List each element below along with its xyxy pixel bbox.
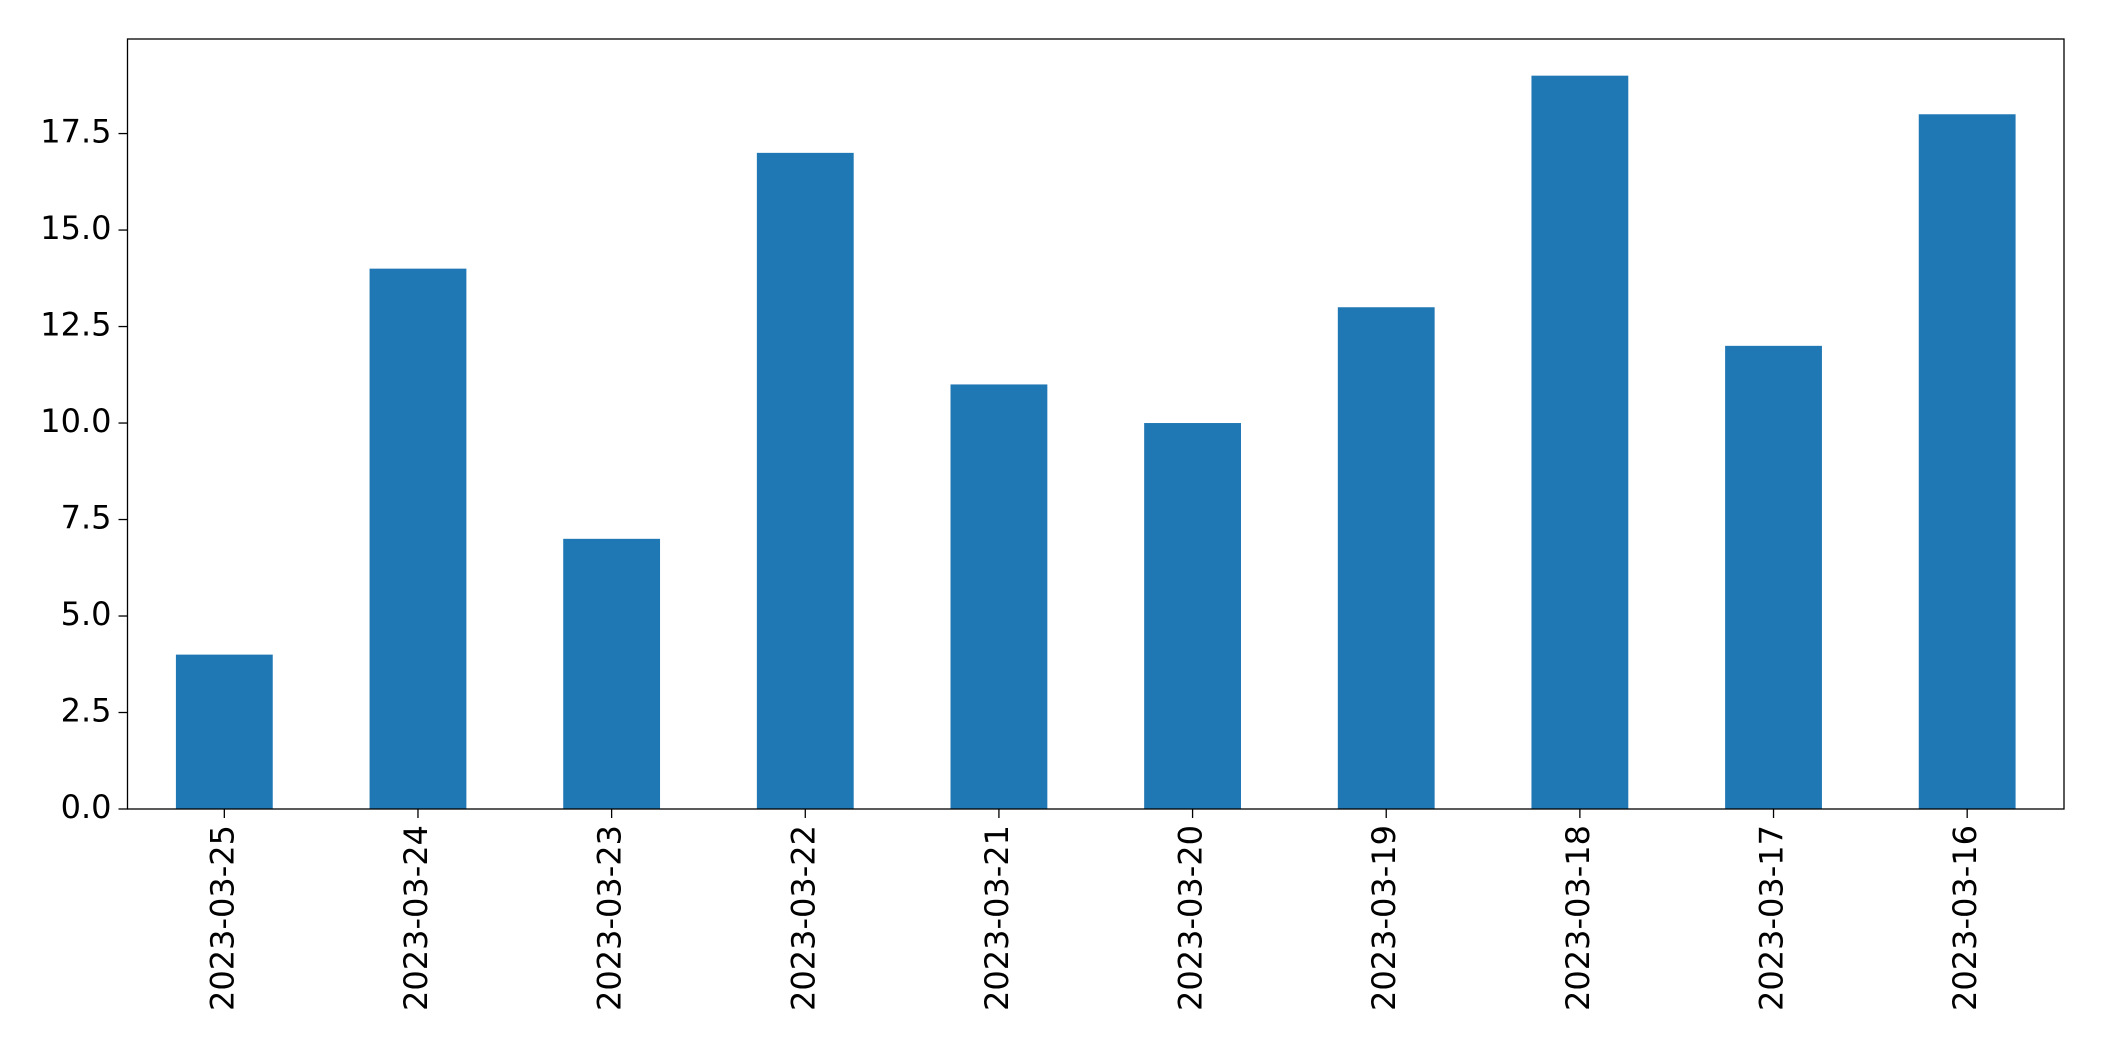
bar (1725, 345, 1822, 809)
y-tick-label: 2.5 (61, 692, 112, 730)
x-tick-label: 2023-03-17 (1753, 825, 1791, 1011)
y-tick-label: 10.0 (40, 402, 111, 440)
x-tick-label: 2023-03-18 (1559, 825, 1597, 1011)
y-tick-label: 15.0 (40, 209, 111, 247)
bar (369, 268, 467, 809)
bar (1918, 114, 2016, 809)
x-tick-label: 2023-03-16 (1946, 825, 1984, 1011)
x-tick-label: 2023-03-24 (397, 825, 435, 1011)
y-tick-label: 7.5 (61, 499, 112, 537)
y-tick-label: 5.0 (61, 595, 112, 633)
x-tick-label: 2023-03-21 (978, 825, 1016, 1011)
bar (950, 384, 1048, 809)
bar (1144, 423, 1241, 809)
bar (756, 152, 854, 810)
x-tick-label: 2023-03-19 (1365, 825, 1403, 1011)
x-tick-label: 2023-03-25 (203, 825, 241, 1011)
bar (563, 538, 661, 809)
y-tick-label: 0.0 (61, 788, 112, 826)
x-tick-label: 2023-03-20 (1172, 825, 1210, 1011)
y-tick-label: 12.5 (40, 306, 111, 344)
y-tick-label: 17.5 (40, 113, 111, 151)
x-tick-label: 2023-03-22 (784, 825, 822, 1011)
bar (1531, 75, 1629, 809)
bar (175, 654, 273, 809)
bar (1337, 307, 1435, 809)
x-tick-label: 2023-03-23 (591, 825, 629, 1011)
plot-frame (126, 38, 2065, 810)
